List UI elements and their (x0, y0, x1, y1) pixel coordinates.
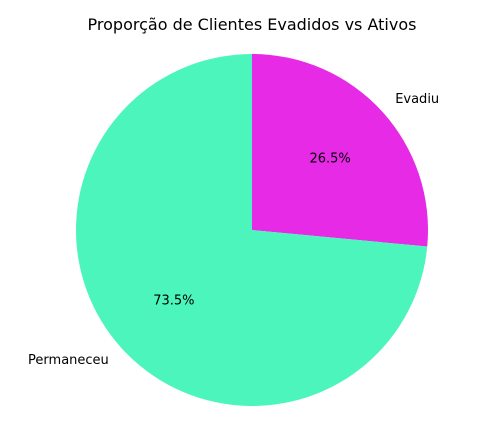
pie-slice-evadiu (252, 54, 429, 247)
pie-labels: Evadiu 26.5% Permaneceu 73.5% (28, 92, 439, 368)
pie-slice-permaneceu (76, 54, 428, 406)
slice-label-permaneceu: Permaneceu (28, 353, 109, 368)
chart-title: Proporção de Clientes Evadidos vs Ativos (88, 15, 417, 34)
pie-slices (76, 54, 429, 406)
slice-label-evadiu: Evadiu (395, 92, 439, 107)
slice-percent-permaneceu: 73.5% (153, 294, 194, 309)
slice-percent-evadiu: 26.5% (309, 151, 350, 166)
